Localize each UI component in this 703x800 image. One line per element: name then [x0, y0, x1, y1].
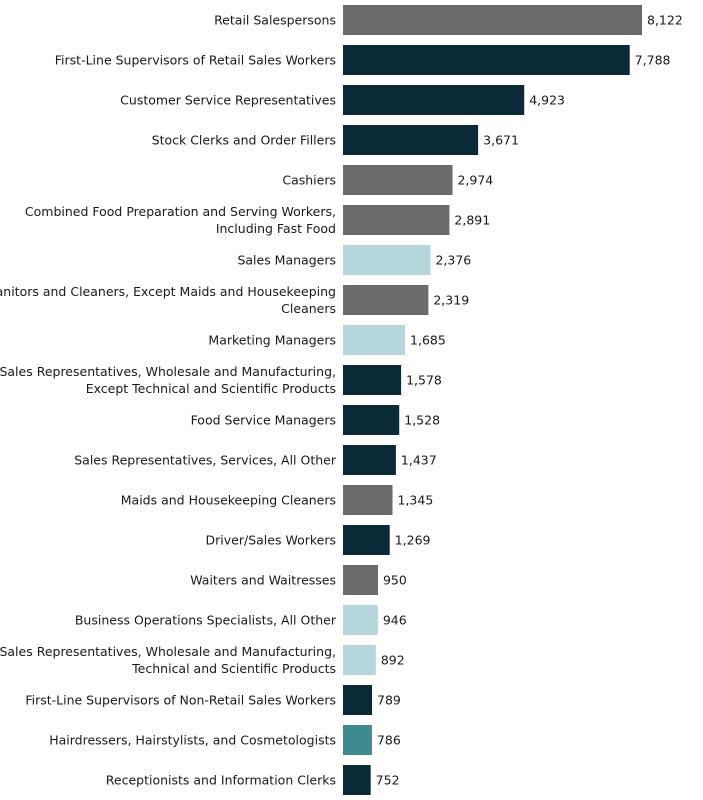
category-label-16-0: Sales Representatives, Wholesale and Man…: [0, 644, 336, 659]
category-label-5-0: Combined Food Preparation and Serving Wo…: [25, 204, 336, 219]
value-label-3: 3,671: [483, 133, 519, 148]
value-label-7: 2,319: [433, 293, 469, 308]
category-label-1-0: First-Line Supervisors of Retail Sales W…: [55, 53, 336, 68]
category-label-6-0: Sales Managers: [237, 253, 336, 268]
bar-18: [343, 725, 372, 755]
bar-7: [343, 285, 429, 315]
category-label-19-0: Receptionists and Information Clerks: [106, 773, 336, 788]
value-label-6: 2,376: [435, 253, 471, 268]
bar-17: [343, 685, 373, 715]
bar-3: [343, 125, 479, 155]
bar-8: [343, 325, 406, 355]
category-label-17-0: First-Line Supervisors of Non-Retail Sal…: [25, 693, 336, 708]
category-label-2-0: Customer Service Representatives: [120, 93, 336, 108]
value-label-2: 4,923: [529, 93, 565, 108]
bar-11: [343, 445, 396, 475]
bar-5: [343, 205, 450, 235]
value-label-12: 1,345: [398, 493, 434, 508]
category-label-4-0: Cashiers: [282, 173, 336, 188]
bar-15: [343, 605, 378, 635]
value-label-13: 1,269: [395, 533, 431, 548]
bar-1: [343, 45, 630, 75]
bar-14: [343, 565, 378, 595]
category-label-14-0: Waiters and Waitresses: [190, 573, 336, 588]
category-label-11-0: Sales Representatives, Services, All Oth…: [74, 453, 337, 468]
value-label-15: 946: [383, 613, 407, 628]
category-label-12-0: Maids and Housekeeping Cleaners: [121, 493, 336, 508]
bar-4: [343, 165, 453, 195]
bar-0: [343, 5, 642, 35]
value-label-11: 1,437: [401, 453, 437, 468]
category-label-9-0: Sales Representatives, Wholesale and Man…: [0, 364, 336, 379]
value-label-1: 7,788: [635, 53, 671, 68]
category-label-7-1: Cleaners: [281, 301, 336, 316]
bar-19: [343, 765, 371, 795]
value-label-9: 1,578: [406, 373, 442, 388]
category-label-10-0: Food Service Managers: [191, 413, 336, 428]
bar-10: [343, 405, 400, 435]
bar-9: [343, 365, 402, 395]
value-label-8: 1,685: [410, 333, 446, 348]
category-label-18-0: Hairdressers, Hairstylists, and Cosmetol…: [49, 733, 336, 748]
bar-12: [343, 485, 393, 515]
value-label-18: 786: [377, 733, 401, 748]
bar-6: [343, 245, 431, 275]
category-label-15-0: Business Operations Specialists, All Oth…: [75, 613, 337, 628]
value-label-5: 2,891: [454, 213, 490, 228]
bar-16: [343, 645, 376, 675]
category-label-5-1: Including Fast Food: [216, 221, 336, 236]
category-label-16-1: Technical and Scientific Products: [131, 661, 336, 676]
value-label-16: 892: [381, 653, 405, 668]
category-label-9-1: Except Technical and Scientific Products: [86, 381, 336, 396]
value-label-19: 752: [376, 773, 400, 788]
category-label-0-0: Retail Salespersons: [214, 13, 336, 28]
value-label-17: 789: [377, 693, 401, 708]
bar-2: [343, 85, 525, 115]
category-label-3-0: Stock Clerks and Order Fillers: [152, 133, 336, 148]
category-label-8-0: Marketing Managers: [208, 333, 336, 348]
value-label-0: 8,122: [647, 13, 683, 28]
category-label-13-0: Driver/Sales Workers: [206, 533, 336, 548]
value-label-14: 950: [383, 573, 407, 588]
category-label-7-0: Janitors and Cleaners, Except Maids and …: [0, 284, 336, 299]
bar-13: [343, 525, 390, 555]
value-label-4: 2,974: [457, 173, 493, 188]
value-label-10: 1,528: [404, 413, 440, 428]
